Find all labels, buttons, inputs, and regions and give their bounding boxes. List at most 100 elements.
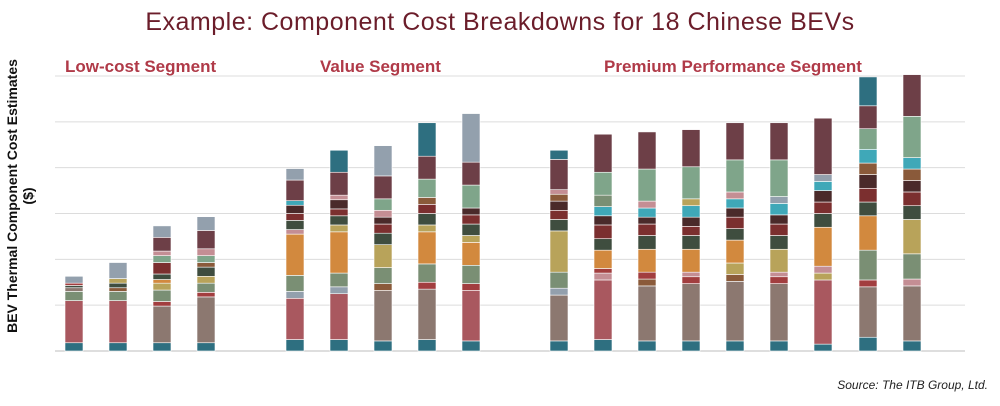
bar-3 <box>152 225 172 352</box>
bar-6-segment-8 <box>329 208 349 217</box>
bar-6-segment-9 <box>329 199 349 210</box>
bar-15-segment-8 <box>769 214 789 225</box>
bar-11-segment-7 <box>593 224 613 240</box>
bar-9-segment-4 <box>461 264 481 284</box>
bar-5-segment-10 <box>285 200 305 206</box>
bar-7-segment-10 <box>373 198 393 211</box>
bar-10-segment-2 <box>549 294 569 342</box>
bar-11-segment-11 <box>593 171 613 196</box>
bar-8-segment-12 <box>417 122 437 157</box>
bar-6-segment-11 <box>329 171 349 196</box>
bar-5-segment-1 <box>285 339 305 352</box>
bar-10-segment-4 <box>549 271 569 289</box>
bar-16-segment-2 <box>813 279 833 345</box>
bar-3-segment-12 <box>152 225 172 238</box>
bar-10-segment-11 <box>549 159 569 190</box>
bar-18-segment-2 <box>902 285 922 342</box>
bar-13-segment-7 <box>681 226 701 236</box>
bar-3-segment-6 <box>152 279 172 284</box>
bar-8-segment-6 <box>417 224 437 233</box>
bar-2-segment-7 <box>108 262 128 279</box>
bar-18-segment-9 <box>902 168 922 181</box>
bar-8-segment-5 <box>417 231 437 265</box>
bar-8-segment-8 <box>417 204 437 214</box>
bar-14-segment-2 <box>725 281 745 342</box>
bar-10-segment-7 <box>549 209 569 220</box>
bar-16-segment-6 <box>813 213 833 228</box>
bar-13-segment-2 <box>681 283 701 342</box>
bar-17 <box>858 76 878 352</box>
bar-2-segment-4 <box>108 287 128 292</box>
bar-17-segment-13 <box>858 76 878 107</box>
bar-15-segment-6 <box>769 235 789 250</box>
bar-13-segment-5 <box>681 248 701 273</box>
bar-4-segment-6 <box>196 266 216 277</box>
chart-title: Example: Component Cost Breakdowns for 1… <box>145 8 855 36</box>
bar-16-segment-8 <box>813 190 833 203</box>
bar-9-segment-9 <box>461 207 481 216</box>
bar-17-segment-2 <box>858 286 878 338</box>
bar-13-segment-3 <box>681 276 701 284</box>
bar-3-segment-4 <box>152 289 172 302</box>
bar-5-segment-3 <box>285 291 305 299</box>
bar-15-segment-4 <box>769 271 789 278</box>
bar-12-segment-4 <box>637 271 657 280</box>
bar-11-segment-5 <box>593 249 613 269</box>
bar-6-segment-2 <box>329 293 349 340</box>
bar-8-segment-3 <box>417 281 437 290</box>
bar-8-segment-11 <box>417 155 437 180</box>
bar-3-segment-11 <box>152 237 172 252</box>
bar-3-segment-9 <box>152 255 172 263</box>
bar-9-segment-6 <box>461 235 481 243</box>
bar-13-segment-10 <box>681 198 701 207</box>
bar-10-segment-10 <box>549 189 569 195</box>
bar-17-segment-10 <box>858 149 878 164</box>
bar-11-segment-2 <box>593 279 613 340</box>
bar-4-segment-1 <box>196 342 216 352</box>
bar-9-segment-2 <box>461 290 481 342</box>
bar-18-segment-6 <box>902 205 922 220</box>
bar-5-segment-4 <box>285 275 305 292</box>
bar-12-segment-8 <box>637 216 657 225</box>
bar-4-segment-11 <box>196 216 216 231</box>
bar-11-segment-6 <box>593 238 613 251</box>
bar-12-segment-7 <box>637 223 657 236</box>
bar-9-segment-12 <box>461 113 481 163</box>
bar-8 <box>417 122 437 352</box>
bar-14-segment-4 <box>725 262 745 275</box>
bar-18-segment-1 <box>902 340 922 352</box>
bar-8-segment-9 <box>417 197 437 205</box>
bar-5-segment-9 <box>285 204 305 214</box>
bar-7-segment-11 <box>373 175 393 200</box>
bar-13-segment-8 <box>681 216 701 227</box>
bar-10-segment-1 <box>549 340 569 352</box>
bar-15-segment-2 <box>769 283 789 342</box>
bar-10-segment-9 <box>549 193 569 202</box>
bar-11-segment-9 <box>593 206 613 217</box>
bar-17-segment-9 <box>858 162 878 175</box>
bar-16 <box>813 117 833 352</box>
bar-18-segment-10 <box>902 157 922 170</box>
bar-18-segment-11 <box>902 116 922 158</box>
bar-8-segment-1 <box>417 339 437 352</box>
bar-6-segment-1 <box>329 339 349 352</box>
bar-12-segment-3 <box>637 278 657 287</box>
bar-15-segment-7 <box>769 223 789 236</box>
bar-7-segment-5 <box>373 244 393 268</box>
bar-10-segment-6 <box>549 219 569 232</box>
bar-18-segment-5 <box>902 219 922 255</box>
bar-3-segment-10 <box>152 250 172 256</box>
bar-15-segment-12 <box>769 122 789 161</box>
bar-4-segment-9 <box>196 248 216 256</box>
bar-12-segment-12 <box>637 131 657 170</box>
bar-5 <box>285 168 305 352</box>
bar-2-segment-5 <box>108 282 128 289</box>
bar-12-segment-10 <box>637 200 657 209</box>
bar-13-segment-9 <box>681 205 701 218</box>
bar-6-segment-6 <box>329 224 349 233</box>
bar-1 <box>64 275 84 352</box>
bar-17-segment-6 <box>858 201 878 217</box>
bar-4 <box>196 216 216 352</box>
bar-15-segment-3 <box>769 276 789 284</box>
bar-3-segment-5 <box>152 282 172 291</box>
